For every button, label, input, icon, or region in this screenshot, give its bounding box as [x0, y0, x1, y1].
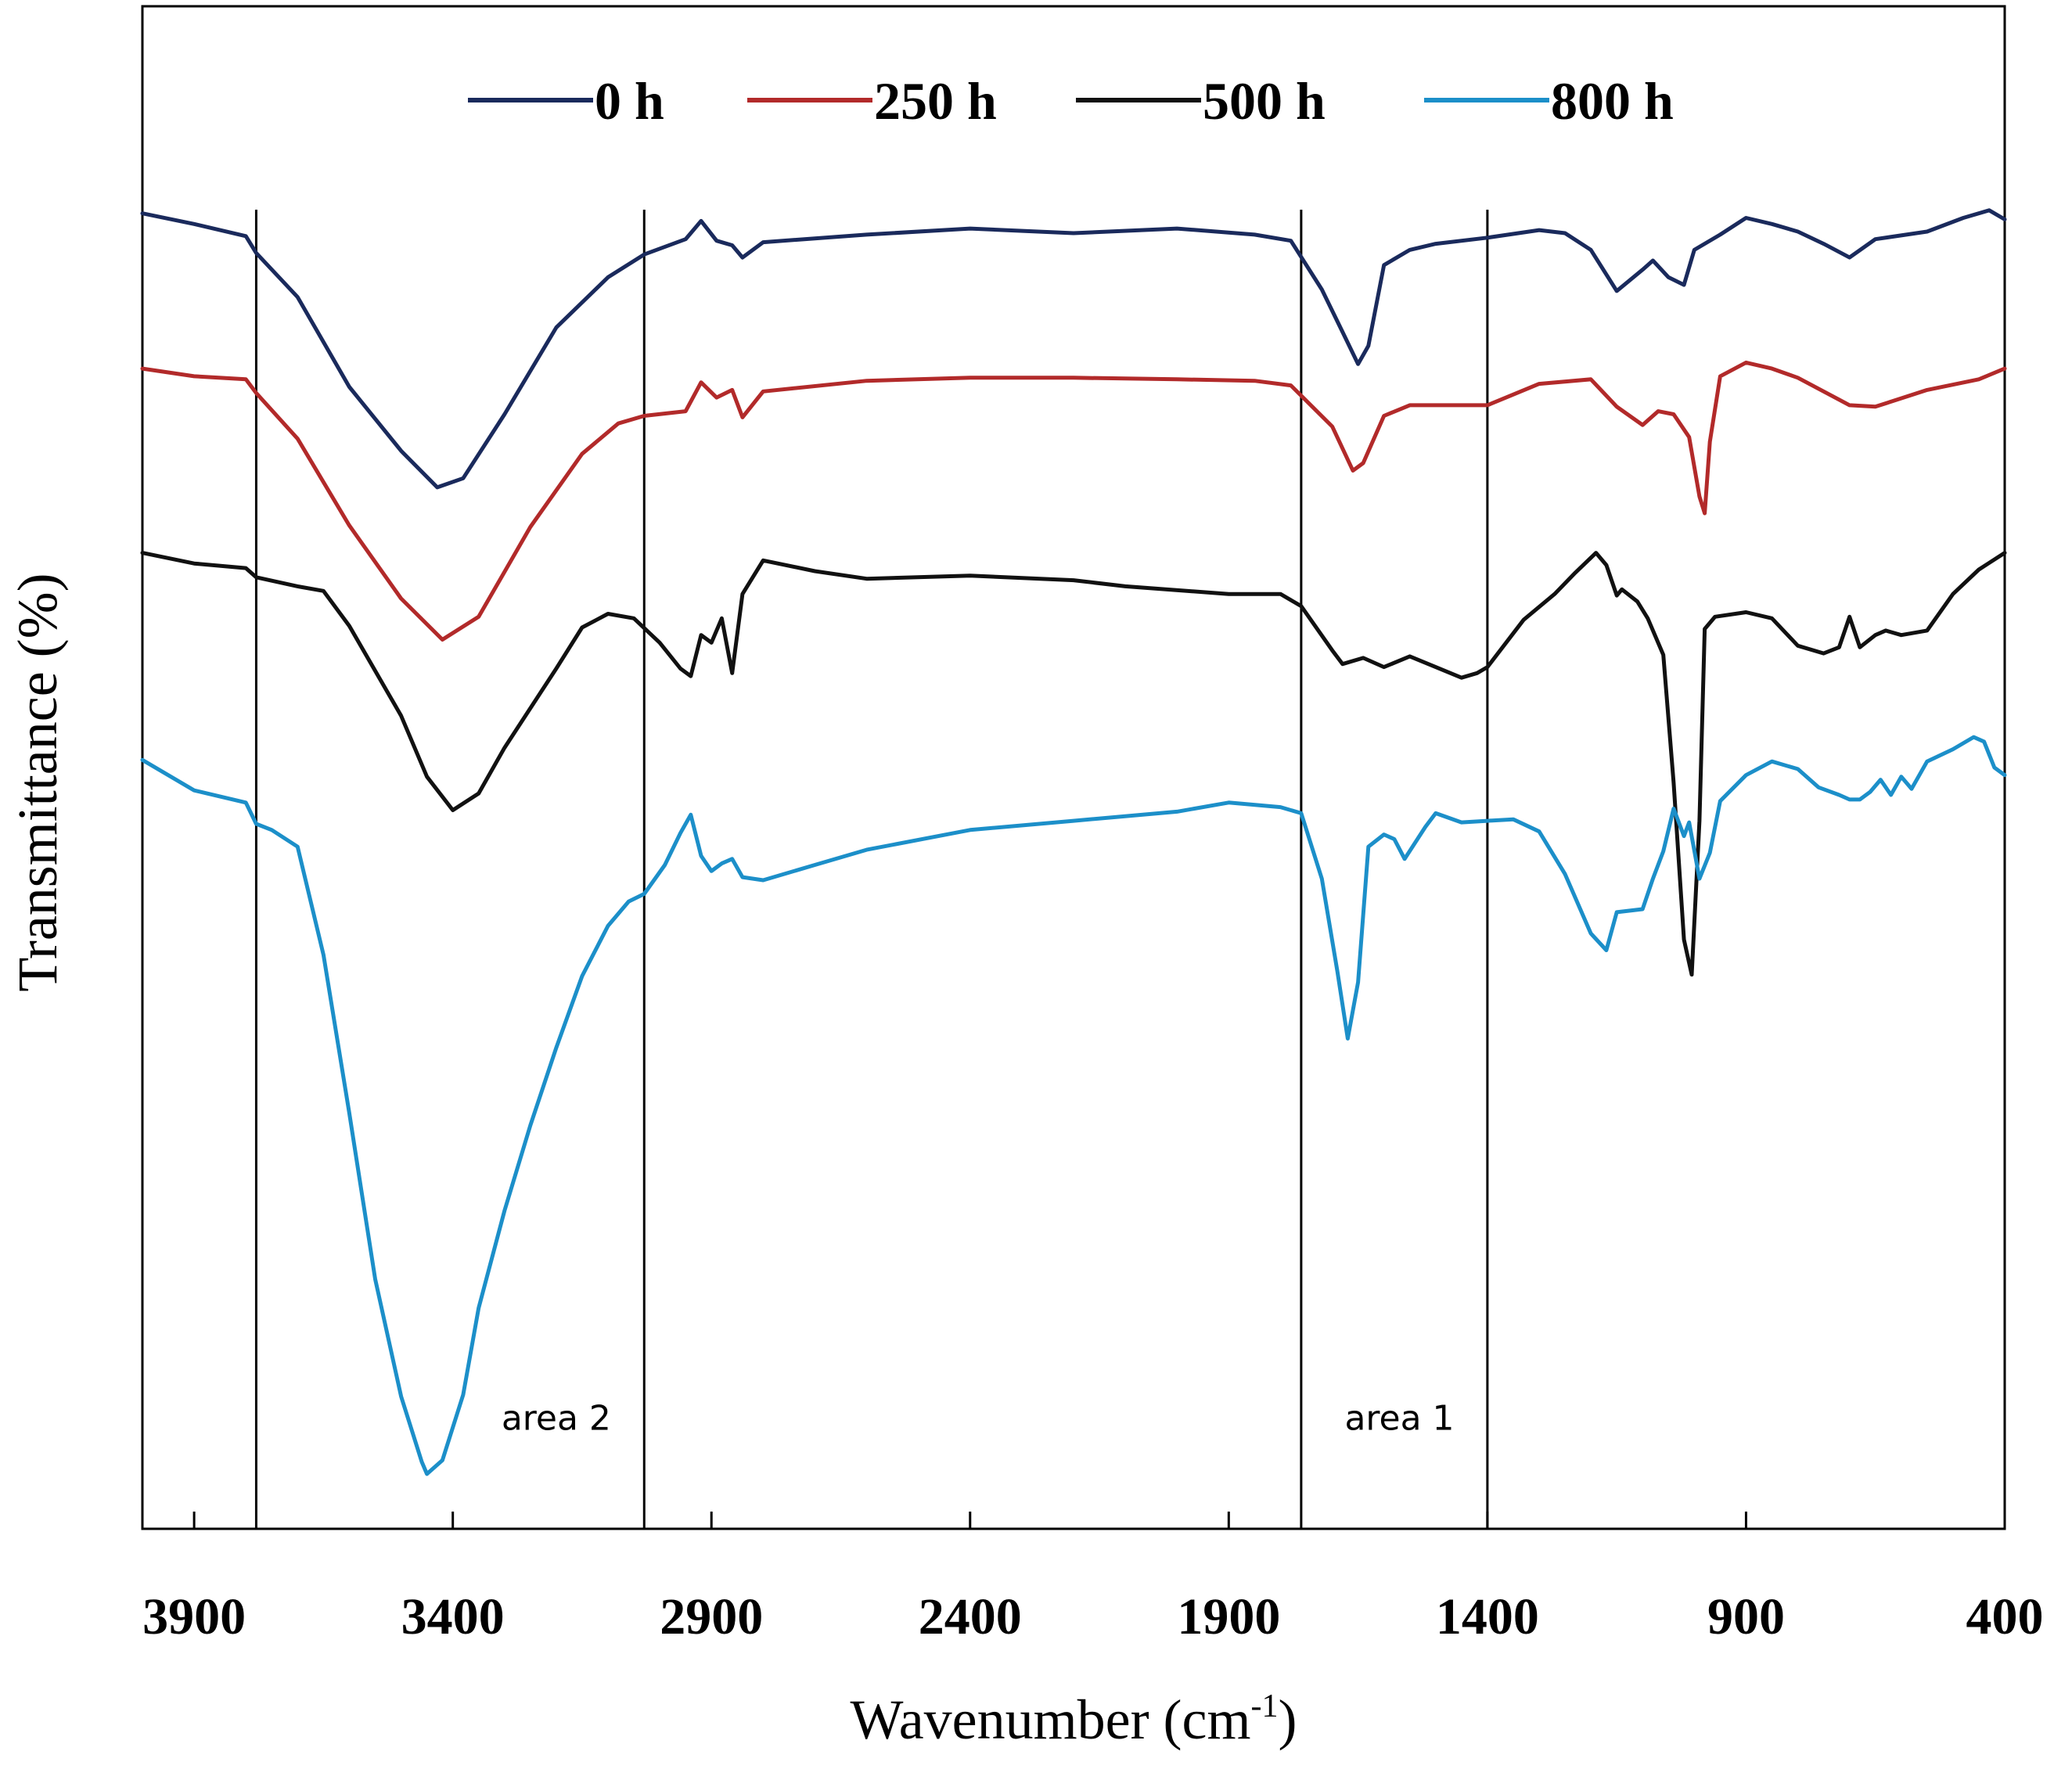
series-line-800h	[140, 735, 2007, 1476]
legend-label-250h: 250 h	[874, 71, 997, 131]
x-axis-title-close: )	[1279, 1688, 1297, 1751]
x-axis-title-sup: -1	[1251, 1688, 1279, 1724]
x-tick-label-2900: 2900	[660, 1588, 763, 1645]
region-divider-lines	[254, 210, 1489, 1529]
annotation-area-2: area 2	[502, 1399, 611, 1439]
legend: 0 h 250 h 500 h 800 h	[468, 71, 1674, 131]
x-axis-ticks: 3900 3400 2900 2400 1900 1400 900 400	[142, 1512, 2044, 1645]
x-axis-title-main: Wavenumber (cm	[851, 1688, 1251, 1751]
legend-label-800h: 800 h	[1551, 71, 1674, 131]
area-annotations: area 2 area 1	[502, 1399, 1455, 1439]
legend-label-0h: 0 h	[595, 71, 664, 131]
x-tick-label-400: 400	[1966, 1588, 2044, 1645]
series-line-250h	[140, 360, 2007, 642]
plot-frame	[141, 5, 2006, 1530]
y-axis-title: Transmittance (%)	[6, 573, 69, 991]
annotation-area-1: area 1	[1344, 1399, 1454, 1439]
legend-label-500h: 500 h	[1203, 71, 1326, 131]
x-tick-label-1400: 1400	[1436, 1588, 1539, 1645]
series-line-0h	[140, 208, 2007, 490]
x-axis-title: Wavenumber (cm-1)	[851, 1688, 1297, 1751]
x-tick-label-2400: 2400	[919, 1588, 1022, 1645]
x-tick-label-3400: 3400	[401, 1588, 505, 1645]
series-line-500h	[140, 551, 2007, 977]
x-tick-label-900: 900	[1707, 1588, 1785, 1645]
x-tick-label-1900: 1900	[1177, 1588, 1280, 1645]
x-tick-label-3900: 3900	[142, 1588, 246, 1645]
series-group	[140, 208, 2007, 1476]
